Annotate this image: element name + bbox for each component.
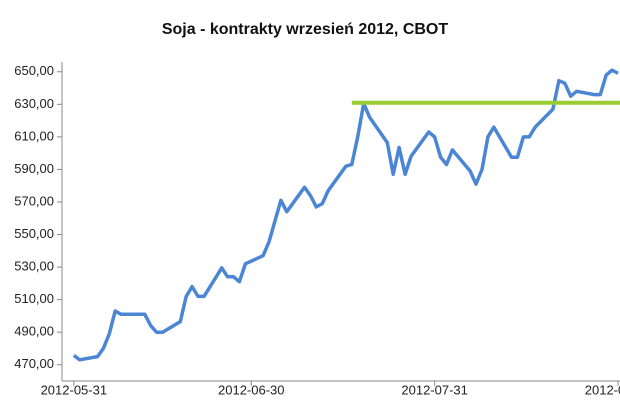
y-tick-label: 490,00: [14, 324, 54, 339]
y-tick-label: 590,00: [14, 161, 54, 176]
y-tick-label: 510,00: [14, 291, 54, 306]
x-tick-label: 2012-07-31: [401, 382, 468, 397]
chart-title: Soja - kontrakty wrzesień 2012, CBOT: [162, 21, 449, 38]
y-tick-label: 650,00: [14, 63, 54, 78]
y-tick-label: 470,00: [14, 356, 54, 371]
line-series: [72, 68, 619, 362]
x-tick-label: 2012-08-31: [585, 382, 620, 397]
x-tick-label: 2012-05-31: [41, 382, 108, 397]
y-tick-label: 530,00: [14, 259, 54, 274]
y-tick-label: 630,00: [14, 96, 54, 111]
y-tick-label: 570,00: [14, 193, 54, 208]
x-tick-label: 2012-06-30: [218, 382, 285, 397]
y-tick-label: 610,00: [14, 128, 54, 143]
y-tick-label: 550,00: [14, 226, 54, 241]
